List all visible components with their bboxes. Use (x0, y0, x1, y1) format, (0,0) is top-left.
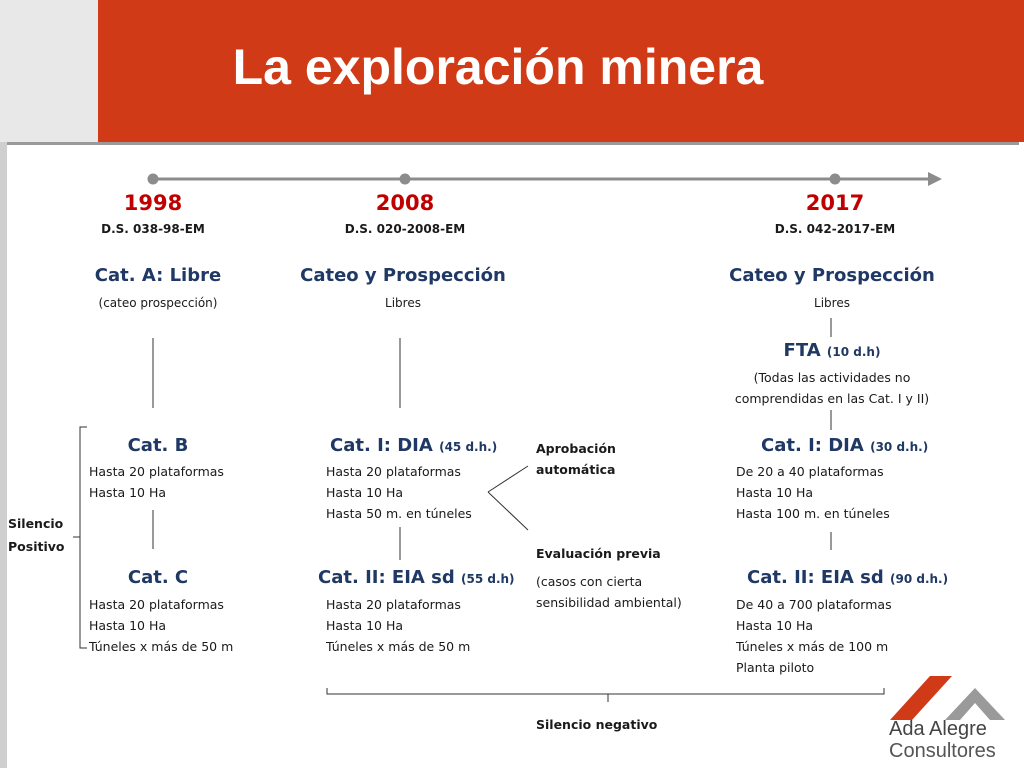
silencio-positivo-bracket (79, 426, 87, 649)
cateo-2017-title: Cateo y Prospección (729, 265, 935, 286)
decree-2008: D.S. 020-2008-EM (344, 222, 466, 236)
cat1-2017-title: Cat. I: DIA (30 d.h.) (761, 435, 929, 456)
cateo-2008-title: Cateo y Prospección (300, 265, 506, 286)
year-2017: 2017 (805, 191, 865, 215)
branch-down (487, 491, 529, 531)
logo-name: Ada Alegre (889, 718, 987, 740)
cateo-2017-subtitle: Libres (814, 296, 850, 310)
cat2-2017-title: Cat. II: EIA sd (90 d.h.) (747, 567, 949, 588)
aprobacion-automatica-label: Aprobación automática (536, 441, 616, 477)
timeline-dot-1998 (147, 173, 159, 185)
top-divider (7, 142, 1019, 145)
timeline-arrow-head (928, 172, 942, 186)
casos-sensibilidad-label: (casos con cierta sensibilidad ambiental… (536, 574, 682, 610)
cateo-2008-subtitle: Libres (385, 296, 421, 310)
decree-1998: D.S. 038-98-EM (101, 222, 205, 236)
year-1998: 1998 (123, 191, 183, 215)
title-bar (98, 0, 1024, 142)
left-edge-decoration (0, 142, 7, 768)
cat-a-subtitle: (cateo prospección) (98, 296, 218, 310)
fta-2017-title: FTA (10 d.h) (783, 340, 881, 361)
cat-b-title: Cat. B (127, 435, 189, 456)
cat-c-title: Cat. C (127, 567, 189, 588)
evaluacion-previa-label: Evaluación previa (536, 546, 661, 561)
silencio-positivo-label: Silencio Positivo (8, 516, 65, 554)
logo-subtitle: Consultores (889, 740, 996, 762)
silencio-negativo-label: Silencio negativo (536, 717, 658, 732)
cat2-2008-title: Cat. II: EIA sd (55 d.h) (318, 567, 515, 588)
silencio-negativo-bracket (326, 688, 885, 695)
cat1-2017-details: De 20 a 40 plataformas Hasta 10 Ha Hasta… (736, 464, 890, 521)
cat-b-details: Hasta 20 plataformas Hasta 10 Ha (89, 464, 224, 500)
cat1-2008-details: Hasta 20 plataformas Hasta 10 Ha Hasta 5… (326, 464, 472, 521)
timeline-dot-2008 (399, 173, 411, 185)
decree-2017: D.S. 042-2017-EM (774, 222, 896, 236)
cat-a-title: Cat. A: Libre (94, 265, 222, 286)
header-left-strip (0, 0, 98, 142)
fta-2017-details: (Todas las actividades no comprendidas e… (734, 370, 930, 406)
page-title: La exploración minera (232, 39, 764, 95)
cat2-2017-details: De 40 a 700 plataformas Hasta 10 Ha Túne… (736, 597, 892, 675)
cat1-2008-title: Cat. I: DIA (45 d.h.) (330, 435, 498, 456)
branch-up (487, 465, 529, 493)
cat2-2008-details: Hasta 20 plataformas Hasta 10 Ha Túneles… (326, 597, 471, 654)
timeline-dot-2017 (829, 173, 841, 185)
logo-icon (890, 676, 1005, 720)
year-2008: 2008 (375, 191, 435, 215)
cat-c-details: Hasta 20 plataformas Hasta 10 Ha Túneles… (89, 597, 234, 654)
